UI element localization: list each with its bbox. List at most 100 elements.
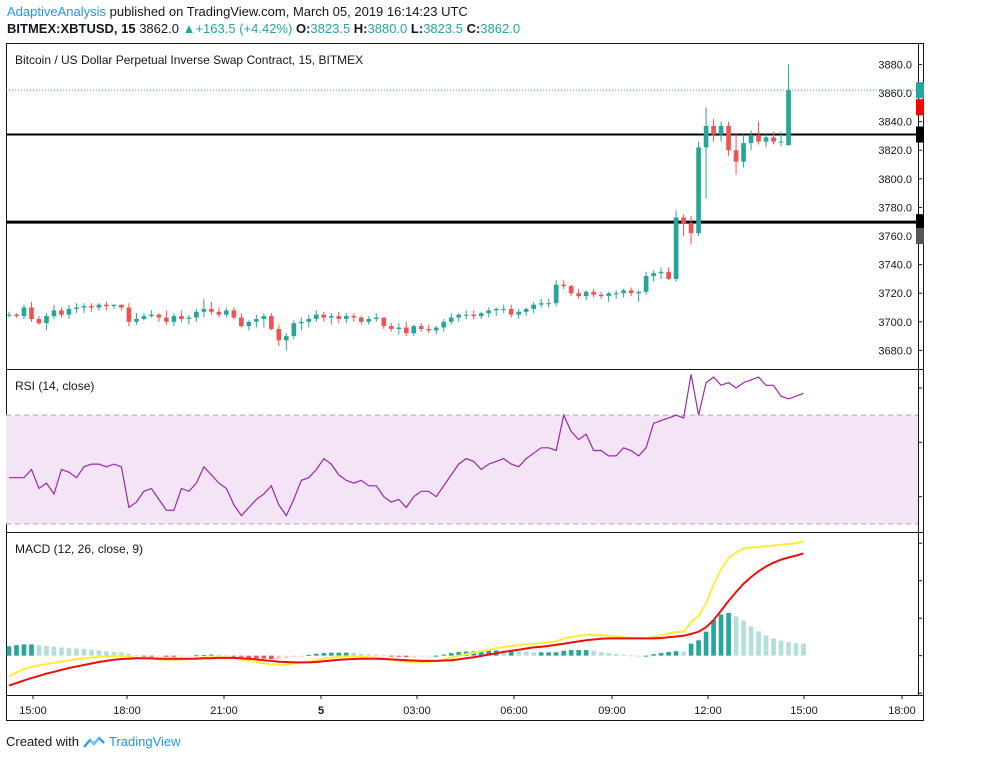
macd-histogram-bar: [141, 655, 147, 657]
macd-histogram-bar: [418, 655, 424, 657]
macd-histogram-bar: [741, 620, 746, 656]
candle-body: [366, 318, 372, 322]
time-tick-label: 15:00: [19, 705, 47, 717]
candle-body: [254, 318, 259, 322]
candle-body: [756, 135, 761, 142]
candle-body: [51, 310, 57, 317]
candle-body: [726, 125, 731, 151]
macd-histogram-bar: [771, 638, 776, 656]
tradingview-brand[interactable]: TradingView: [108, 734, 181, 749]
candle-body: [606, 293, 611, 297]
macd-histogram-bar: [801, 643, 806, 656]
last-price-label-box: [916, 82, 966, 99]
candle-body: [111, 304, 117, 307]
candle-body: [643, 276, 649, 292]
macd-histogram-bar: [531, 652, 537, 656]
macd-histogram-bar: [313, 653, 319, 656]
time-tick-label: 5: [318, 705, 324, 717]
candle-body: [598, 294, 604, 297]
macd-histogram-bar: [591, 650, 596, 656]
macd-histogram-bar: [201, 654, 207, 656]
candle-body: [29, 307, 34, 319]
macd-histogram-bar: [209, 654, 214, 656]
candle-body: [733, 150, 739, 162]
macd-histogram-bar: [681, 651, 686, 656]
created-with-text: Created with: [6, 734, 79, 749]
macd-histogram-bar: [643, 655, 649, 657]
macd-histogram-bar: [269, 655, 274, 660]
candle-body: [636, 291, 641, 294]
macd-histogram-bar: [171, 655, 177, 657]
candle-body: [321, 314, 327, 318]
candle-body: [239, 317, 244, 327]
chart-area[interactable]: 3880.0 3860.0 3840.0 3820.0 3800.0 3780.0 3760…: [6, 43, 971, 721]
macd-histogram-bar: [134, 655, 139, 657]
macd-histogram-bar: [81, 648, 87, 656]
macd-histogram-bar: [216, 654, 222, 656]
candle-body: [448, 317, 454, 322]
macd-histogram-bar: [628, 655, 634, 657]
candle-body: [284, 336, 289, 341]
candle-body: [441, 321, 447, 328]
price-tick-label: 3880.0: [878, 59, 912, 71]
macd-histogram-bar: [74, 648, 79, 656]
candle-body: [373, 317, 379, 319]
candle-body: [613, 293, 619, 295]
macd-histogram-bar: [29, 644, 34, 656]
macd-histogram-bar: [733, 616, 739, 656]
macd-histogram-bar: [658, 653, 664, 656]
low-value: 3823.5: [423, 21, 463, 36]
candle-body: [81, 306, 87, 308]
candle-body: [651, 273, 656, 277]
candle-body: [621, 290, 626, 294]
macd-histogram-bar: [666, 651, 671, 656]
macd-histogram-bar: [186, 655, 192, 657]
author-link[interactable]: AdaptiveAnalysis: [7, 4, 106, 19]
macd-histogram-bar: [673, 651, 679, 656]
macd-histogram-bar: [711, 620, 716, 656]
time-tick-label: 03:00: [403, 705, 431, 717]
price-tick-label: 3680.0: [878, 345, 912, 357]
chart-svg[interactable]: 3880.0 3860.0 3840.0 3820.0 3800.0 3780.0 3760…: [6, 43, 971, 721]
candle-body: [456, 314, 462, 318]
candle-body: [216, 311, 222, 315]
candle-body: [493, 308, 499, 311]
symbol-label: BITMEX:XBTUSD, 15: [7, 21, 136, 36]
candle-body: [486, 310, 492, 314]
candle-body: [156, 314, 162, 318]
publish-info: AdaptiveAnalysis published on TradingVie…: [7, 4, 468, 19]
macd-histogram-bar: [726, 612, 731, 656]
macd-histogram-bar: [508, 650, 514, 656]
macd-histogram-bar: [411, 655, 417, 658]
candle-body: [224, 310, 229, 315]
time-tick-label: 21:00: [210, 705, 238, 717]
candle-body: [44, 316, 49, 324]
candle-body: [119, 304, 124, 308]
candle-body: [66, 308, 72, 315]
macd-histogram-bar: [538, 652, 544, 656]
candle-body: [134, 318, 139, 322]
candle-body: [538, 303, 544, 305]
price-tick-label: 3740.0: [878, 260, 912, 272]
macd-histogram-bar: [321, 653, 327, 656]
candle-body: [561, 284, 566, 287]
level-2-label-box: [916, 214, 966, 231]
price-tick-label: 3820.0: [878, 145, 912, 157]
candle-body: [6, 314, 12, 316]
time-tick-label: 12:00: [694, 705, 722, 717]
candle-body: [149, 314, 154, 317]
macd-histogram-bar: [546, 652, 551, 656]
low-key: L:: [410, 21, 424, 36]
macd-histogram-bar: [426, 655, 432, 657]
last-value: 3862.0: [139, 21, 179, 36]
macd-histogram-bar: [119, 652, 124, 656]
candle-body: [411, 326, 417, 334]
candle-body: [209, 308, 214, 312]
price-tick-label: 3840.0: [878, 117, 912, 129]
macd-histogram-bar: [606, 653, 611, 656]
candle-body: [426, 328, 432, 331]
candle-body: [771, 137, 776, 142]
macd-histogram-bar: [156, 655, 162, 657]
candle-body: [59, 310, 64, 315]
candle-body: [628, 290, 634, 294]
